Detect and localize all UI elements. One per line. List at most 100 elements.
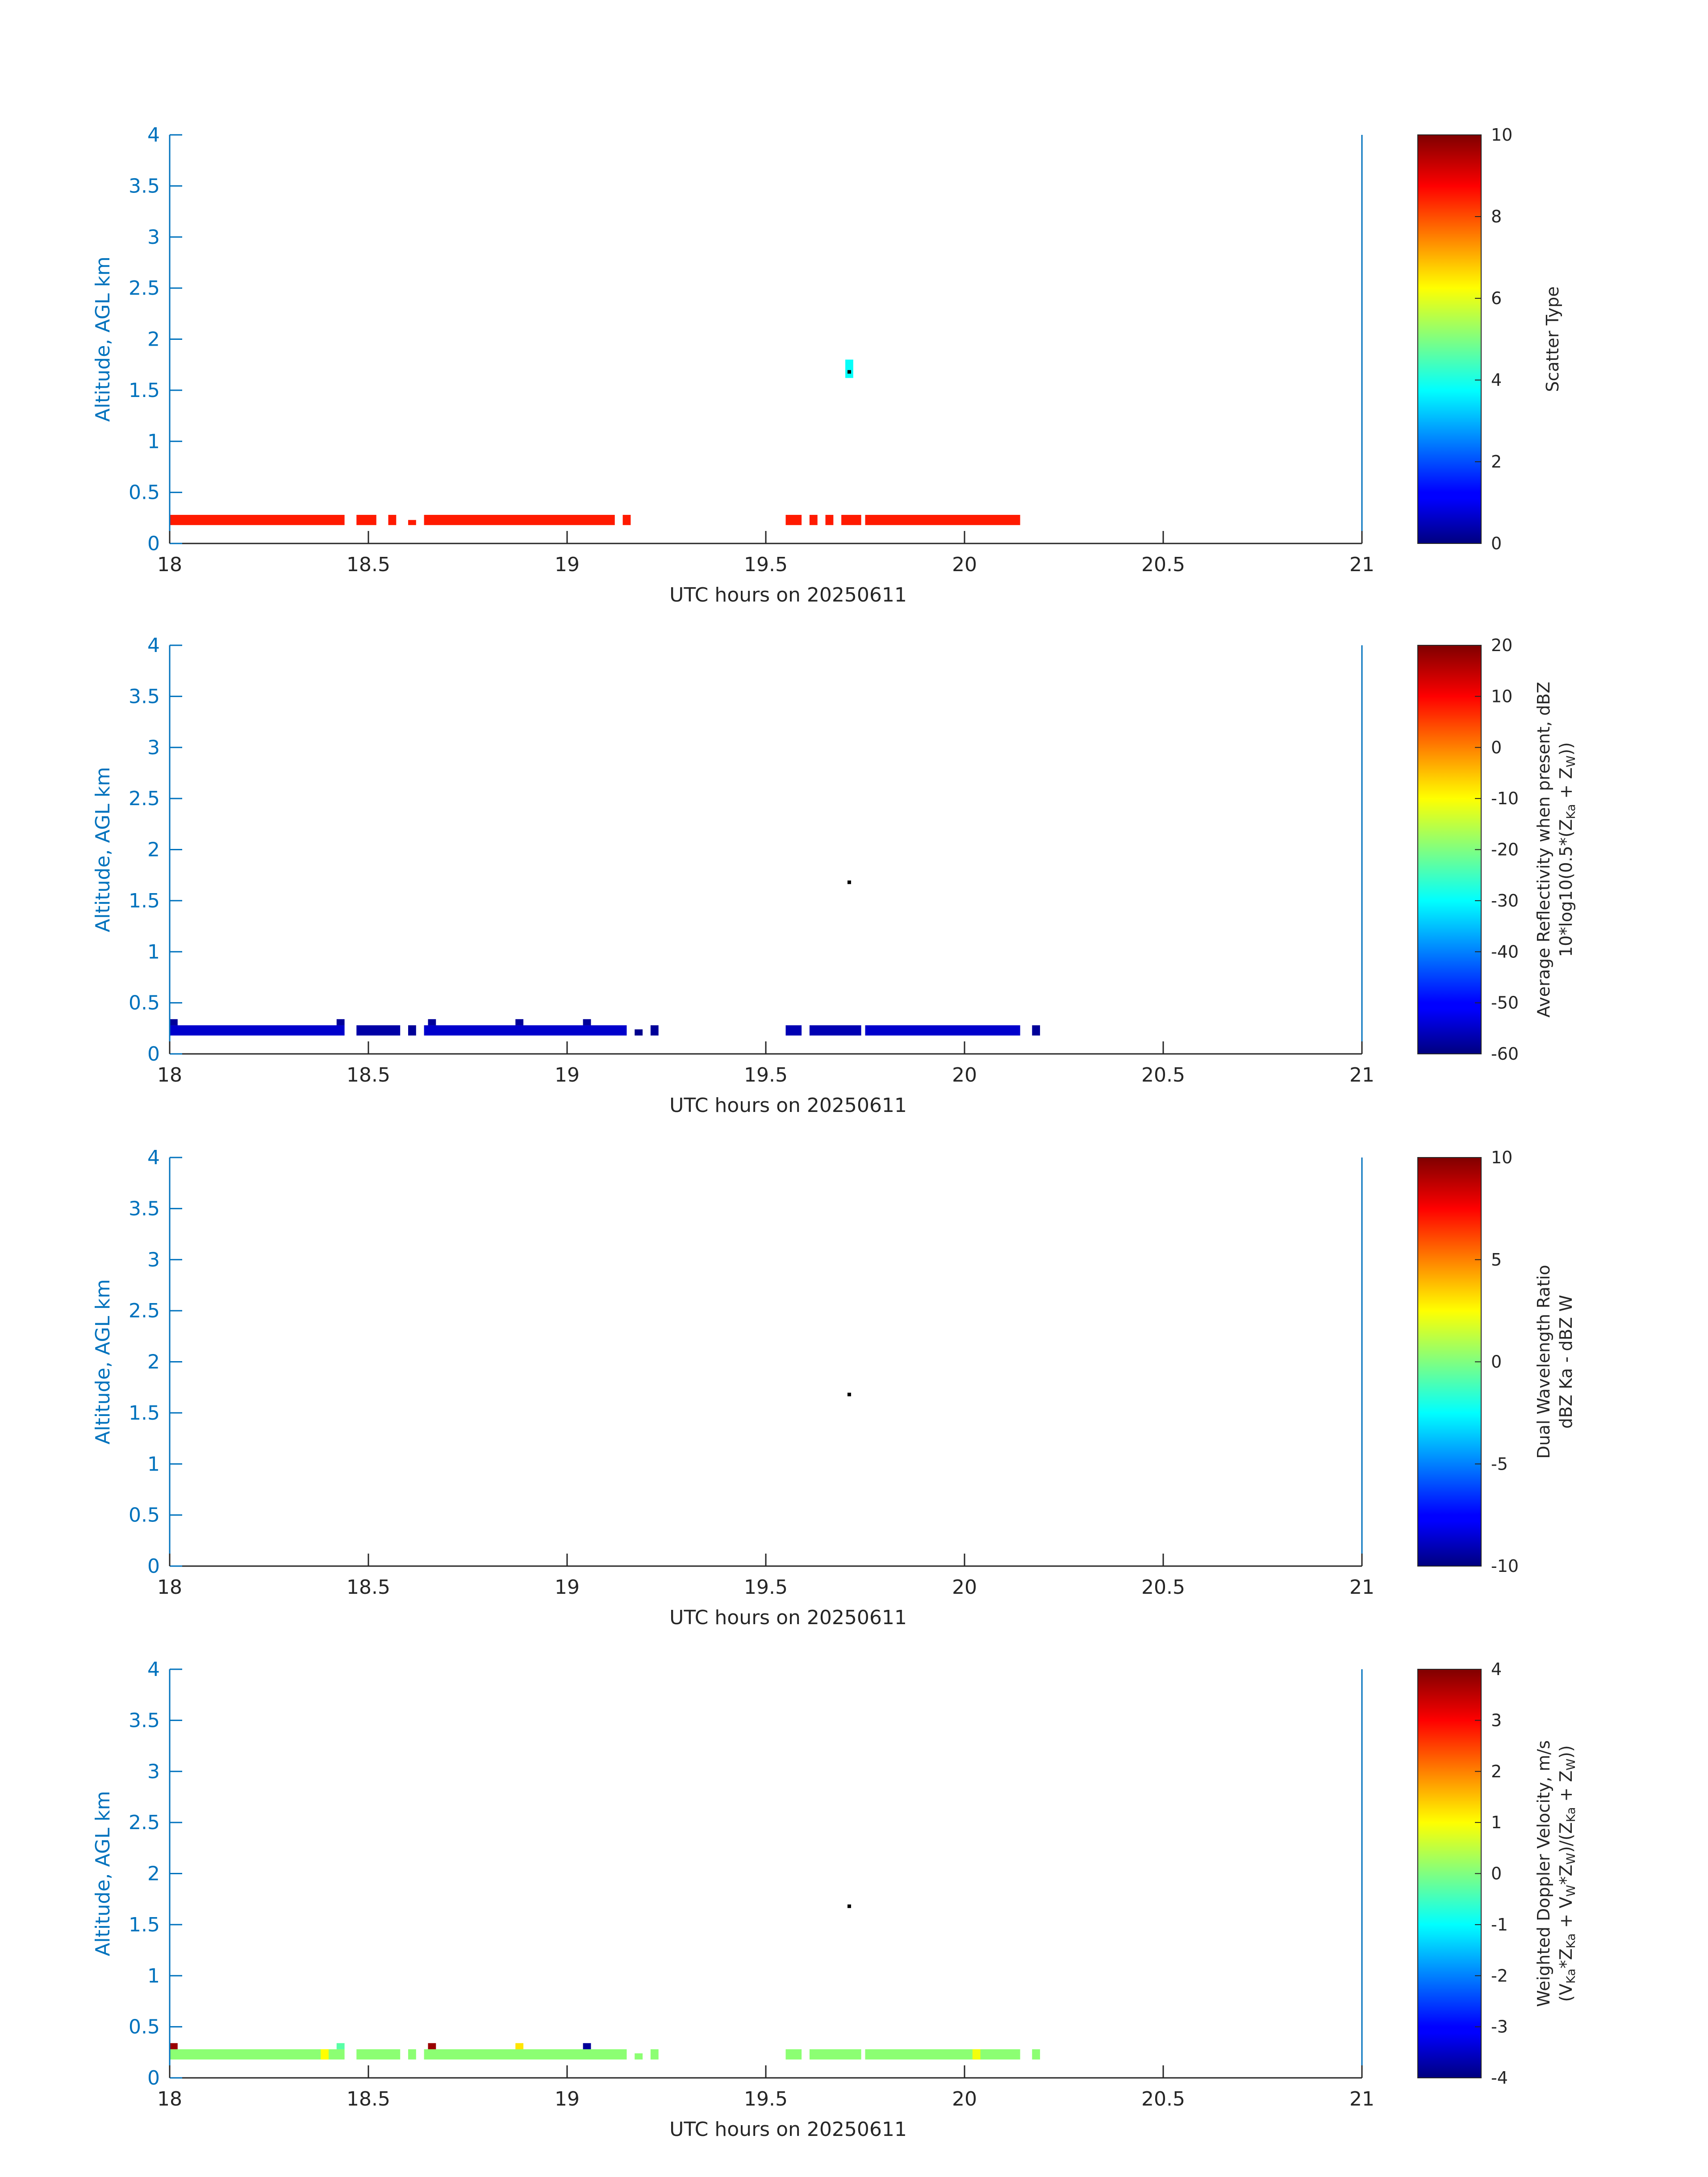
colorbar-tick-label: -5 xyxy=(1491,1454,1508,1474)
data-cell xyxy=(424,514,615,525)
colorbar-label-2: 10*log10(0.5*(ZKa + ZW)) xyxy=(1556,742,1578,957)
x-tick-label: 19 xyxy=(555,1064,580,1086)
data-cell xyxy=(515,1019,524,1025)
x-tick-label: 20.5 xyxy=(1141,1576,1185,1599)
panel-2: 0 0.5 1 1.5 2 2.5 3 3.5 4 18 18.5 19 19.5 20 20.5 21 UTC… xyxy=(92,634,1578,1117)
colorbar-tick-label: 4 xyxy=(1491,370,1502,390)
y-axis-label: Altitude, AGL km xyxy=(92,1791,114,1956)
y-tick-label: 3.5 xyxy=(129,175,160,197)
x-tick-label: 19.5 xyxy=(744,1576,788,1599)
x-tick-label: 18.5 xyxy=(347,2088,390,2110)
data-cell xyxy=(583,2043,591,2049)
x-tick-label: 21 xyxy=(1349,1576,1374,1599)
colorbar: -60 -50 -40 -30 -20 -10 0 10 20 Average Reflectiv… xyxy=(1417,635,1578,1064)
colorbar-tick-label: 3 xyxy=(1491,1710,1502,1730)
data-cell xyxy=(583,1019,591,1025)
data-cell xyxy=(424,2049,627,2060)
data-point xyxy=(847,370,851,374)
colorbar-tick-label: 0 xyxy=(1491,738,1502,757)
colorbar-tick-label: 20 xyxy=(1491,635,1512,655)
colorbar-tick-label: 4 xyxy=(1491,1659,1502,1679)
y-tick-label: 3 xyxy=(147,226,160,249)
y-tick-label: 2 xyxy=(147,1351,160,1374)
data-cell xyxy=(170,2043,178,2049)
colorbar-tick-label: 2 xyxy=(1491,1762,1502,1781)
panel-3: 0 0.5 1 1.5 2 2.5 3 3.5 4 18 18.5 19 19.5 20 20.5 21 UTC… xyxy=(92,1146,1576,1629)
colorbar-label-2: dBZ Ka - dBZ W xyxy=(1556,1295,1576,1429)
colorbar-tick-label: 5 xyxy=(1491,1250,1502,1270)
x-tick-label: 19.5 xyxy=(744,2088,788,2110)
colorbar-tick-label: -2 xyxy=(1491,1966,1508,1985)
y-tick-label: 3 xyxy=(147,1760,160,1783)
y-tick-label: 0.5 xyxy=(129,1504,160,1527)
data-cell xyxy=(845,359,853,378)
x-tick-label: 18 xyxy=(157,1064,182,1086)
colorbar-label: Dual Wavelength Ratio xyxy=(1534,1265,1553,1458)
y-tick-label: 1 xyxy=(147,1453,160,1475)
y-tick-label: 0 xyxy=(147,2067,160,2089)
data-cell xyxy=(515,2043,524,2049)
x-tick-label: 18 xyxy=(157,1576,182,1599)
colorbar-tick-label: 10 xyxy=(1491,125,1512,145)
data-cell xyxy=(785,514,802,525)
colorbar-tick-label: 0 xyxy=(1491,1864,1502,1884)
y-tick-label: 2.5 xyxy=(129,787,160,810)
data-cell xyxy=(408,1025,416,1036)
data-point xyxy=(847,880,851,884)
y-tick-label: 4 xyxy=(147,1658,160,1681)
x-tick-label: 20 xyxy=(952,1064,977,1086)
data-cell xyxy=(650,2049,659,2060)
data-cell xyxy=(841,514,861,525)
y-tick-label: 4 xyxy=(147,124,160,146)
colorbar-tick-label: 6 xyxy=(1491,288,1502,308)
x-tick-label: 20.5 xyxy=(1141,1064,1185,1086)
data-cell xyxy=(635,2053,643,2060)
y-tick-label: 0.5 xyxy=(129,481,160,504)
data-cell xyxy=(635,1029,643,1036)
x-tick-label: 20.5 xyxy=(1141,2088,1185,2110)
x-tick-label: 21 xyxy=(1349,2088,1374,2110)
x-tick-label: 18.5 xyxy=(347,553,390,576)
data-cell xyxy=(356,514,376,525)
x-axis-label: UTC hours on 20250611 xyxy=(669,1606,907,1629)
colorbar: 0 2 4 6 8 10 Scatter Type xyxy=(1417,125,1562,553)
colorbar: -4 -3 -2 -1 0 1 2 3 4 Weighted Doppler Velocity, … xyxy=(1417,1659,1578,2088)
data-cell xyxy=(336,1019,345,1025)
data-cell xyxy=(650,1025,659,1036)
x-tick-label: 20 xyxy=(952,1576,977,1599)
colorbar-tick-label: -3 xyxy=(1491,2017,1508,2037)
y-tick-label: 2 xyxy=(147,1863,160,1885)
x-tick-label: 18.5 xyxy=(347,1576,390,1599)
colorbar-label-2: (VKa*ZKa + VW*ZW)/(ZKa + ZW)) xyxy=(1556,1745,1578,2002)
data-cell xyxy=(336,2043,345,2049)
y-tick-label: 2.5 xyxy=(129,1811,160,1834)
colorbar-tick-label: -50 xyxy=(1491,993,1519,1013)
x-tick-label: 20 xyxy=(952,2088,977,2110)
data-cell xyxy=(170,2049,345,2060)
colorbar-tick-label: -10 xyxy=(1491,789,1519,808)
x-tick-label: 18 xyxy=(157,2088,182,2110)
data-cell xyxy=(428,1019,436,1025)
colorbar-tick-label: -4 xyxy=(1491,2068,1508,2088)
data-cell xyxy=(809,1025,861,1036)
data-cell xyxy=(170,1025,345,1036)
data-point xyxy=(847,1392,851,1396)
y-tick-label: 0 xyxy=(147,1555,160,1578)
data-cell xyxy=(809,514,818,525)
colorbar-tick-label: 8 xyxy=(1491,207,1502,226)
x-tick-label: 19 xyxy=(555,553,580,576)
x-tick-label: 19.5 xyxy=(744,553,788,576)
colorbar-gradient xyxy=(1417,134,1482,544)
y-tick-label: 1 xyxy=(147,940,160,963)
data-cell xyxy=(408,2049,416,2060)
y-tick-label: 2.5 xyxy=(129,1300,160,1322)
y-tick-label: 1.5 xyxy=(129,379,160,402)
y-tick-label: 2.5 xyxy=(129,277,160,300)
data-cell xyxy=(356,2049,401,2060)
colorbar-label: Scatter Type xyxy=(1543,286,1562,392)
y-tick-label: 1 xyxy=(147,1964,160,1987)
x-tick-label: 19 xyxy=(555,2088,580,2110)
x-tick-label: 20.5 xyxy=(1141,553,1185,576)
data-cell xyxy=(785,1025,802,1036)
